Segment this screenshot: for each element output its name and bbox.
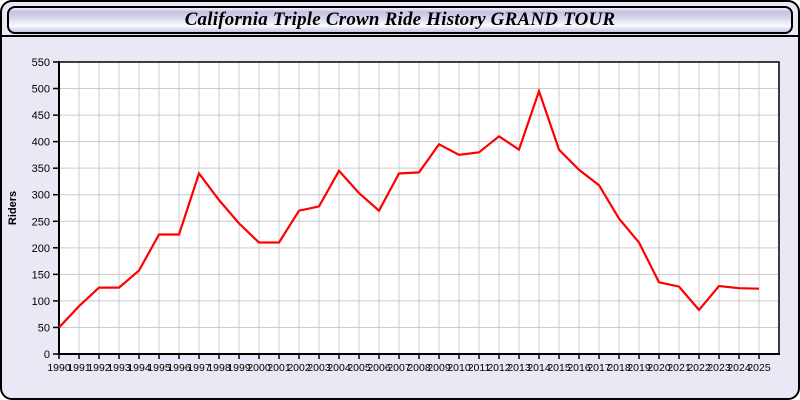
x-tick-label: 2009 bbox=[427, 362, 451, 374]
x-tick-label: 2005 bbox=[347, 362, 371, 374]
y-tick-label: 200 bbox=[32, 243, 50, 255]
x-tick-label: 2001 bbox=[267, 362, 291, 374]
x-tick-label: 1998 bbox=[207, 362, 231, 374]
y-tick-label: 550 bbox=[32, 57, 50, 69]
y-tick-label: 300 bbox=[32, 190, 50, 202]
x-tick-label: 2011 bbox=[468, 362, 491, 374]
x-tick-label: 2025 bbox=[747, 362, 771, 374]
body-divider bbox=[2, 35, 798, 37]
y-tick-label: 50 bbox=[38, 322, 50, 334]
riders-series-line bbox=[58, 87, 760, 329]
x-tick-label: 2024 bbox=[727, 362, 751, 374]
x-tick-label: 2021 bbox=[667, 362, 691, 374]
x-tick-label: 2002 bbox=[287, 362, 311, 374]
x-tick-label: 1996 bbox=[167, 362, 191, 374]
y-axis-label: Riders bbox=[7, 191, 19, 225]
chart-title: California Triple Crown Ride History GRA… bbox=[184, 9, 616, 30]
x-tick-label: 2013 bbox=[507, 362, 531, 374]
x-tick-label: 2012 bbox=[487, 362, 511, 374]
x-tick-label: 1994 bbox=[127, 362, 151, 374]
x-tick-label: 2022 bbox=[687, 362, 711, 374]
y-tick-label: 100 bbox=[32, 296, 50, 308]
x-tick-label: 2000 bbox=[247, 362, 271, 374]
x-tick-label: 1992 bbox=[87, 362, 111, 374]
y-tick-label: 0 bbox=[44, 349, 50, 361]
x-tick-label: 2010 bbox=[447, 362, 471, 374]
x-tick-label: 2015 bbox=[547, 362, 571, 374]
x-tick-label: 1990 bbox=[47, 362, 71, 374]
x-tick-label: 1991 bbox=[67, 362, 91, 374]
x-tick-label: 2008 bbox=[407, 362, 431, 374]
x-tick-label: 2023 bbox=[707, 362, 731, 374]
y-tick-label: 150 bbox=[32, 269, 50, 281]
x-tick-label: 2014 bbox=[527, 362, 551, 374]
title-bar: California Triple Crown Ride History GRA… bbox=[7, 6, 793, 34]
y-tick-label: 350 bbox=[32, 163, 50, 175]
y-tick-label: 250 bbox=[32, 216, 50, 228]
x-tick-label: 1993 bbox=[107, 362, 131, 374]
x-tick-label: 2020 bbox=[647, 362, 671, 374]
x-tick-label: 1999 bbox=[227, 362, 251, 374]
y-tick-label: 500 bbox=[32, 84, 50, 96]
y-tick-label: 450 bbox=[32, 110, 50, 122]
x-tick-label: 2004 bbox=[327, 362, 351, 374]
x-tick-label: 1997 bbox=[187, 362, 211, 374]
x-tick-label: 2003 bbox=[307, 362, 331, 374]
x-tick-label: 2016 bbox=[567, 362, 591, 374]
x-tick-label: 2017 bbox=[587, 362, 611, 374]
x-tick-label: 1995 bbox=[147, 362, 171, 374]
x-tick-label: 2006 bbox=[367, 362, 391, 374]
x-tick-label: 2007 bbox=[387, 362, 411, 374]
x-tick-label: 2019 bbox=[627, 362, 651, 374]
x-tick-label: 2018 bbox=[607, 362, 631, 374]
y-tick-label: 400 bbox=[32, 137, 50, 149]
